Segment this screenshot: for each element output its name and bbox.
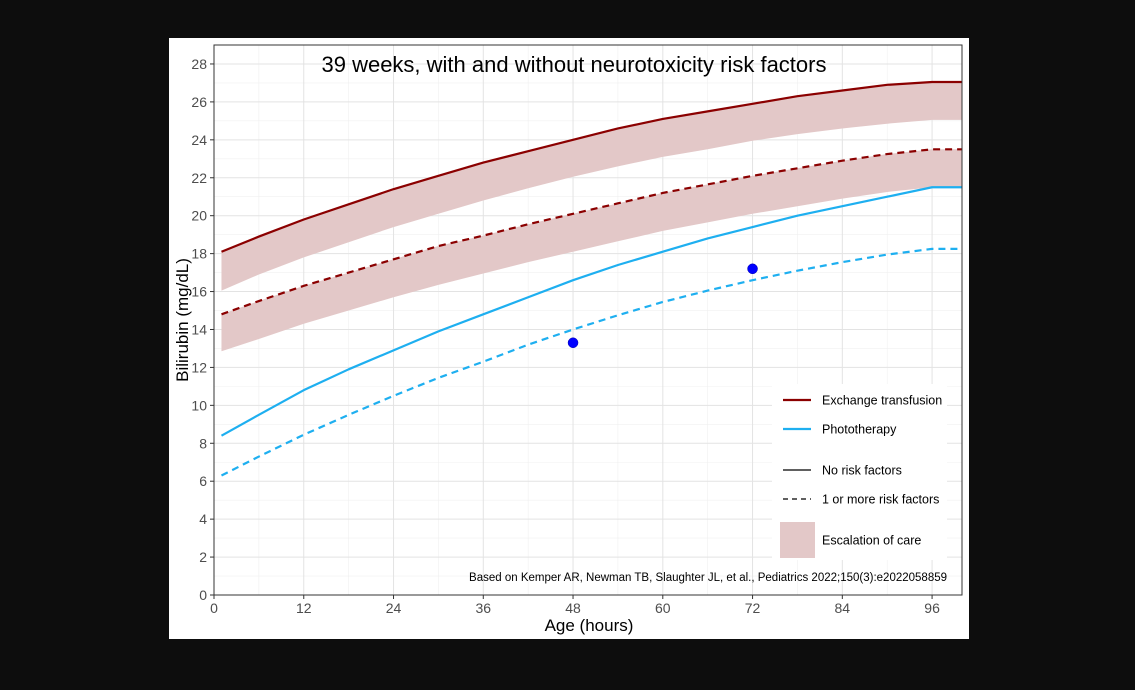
phototherapy-none-line: [220, 186, 962, 437]
y-tick-label: 0: [199, 587, 207, 603]
chart-panel: 0 2 4 6 8 10 12 14 16 18 20 22 24 26 28 0 12 24 36 48 60 72 84…: [169, 38, 969, 639]
y-tick-label: 14: [191, 321, 207, 337]
legend-label: Escalation of care: [822, 534, 921, 548]
x-tick-label: 48: [565, 600, 581, 616]
patient-point: [567, 337, 579, 349]
x-axis-title: Age (hours): [545, 616, 634, 635]
y-tick-label: 4: [199, 511, 207, 527]
legend-label: Phototherapy: [822, 423, 897, 437]
y-tick-label: 8: [199, 435, 207, 451]
x-tick-label: 0: [210, 600, 218, 616]
x-tick-label: 96: [924, 600, 940, 616]
legend: Exchange transfusion Phototherapy No risk …: [772, 384, 947, 560]
legend-label: 1 or more risk factors: [822, 493, 939, 507]
exchange-transfusion-one-or-more-line: [221, 148, 962, 316]
legend-label: No risk factors: [822, 464, 902, 478]
x-tick-label: 84: [835, 600, 851, 616]
phototherapy-one-or-more-line: [220, 247, 962, 477]
x-tick-label: 12: [296, 600, 312, 616]
x-tick-label: 60: [655, 600, 671, 616]
source-caption: Based on Kemper AR, Newman TB, Slaughter…: [469, 572, 947, 584]
y-axis-title: Bilirubin (mg/dL): [173, 258, 192, 382]
y-tick-label: 22: [191, 170, 207, 186]
y-tick-label: 28: [191, 56, 207, 72]
y-tick-label: 6: [199, 473, 207, 489]
y-tick-label: 2: [199, 549, 207, 565]
y-tick-label: 12: [191, 359, 207, 375]
patient-point: [747, 263, 758, 275]
y-tick-label: 24: [191, 132, 207, 148]
x-tick-label: 36: [475, 600, 491, 616]
y-tick-label: 18: [191, 246, 207, 262]
x-tick-label: 24: [386, 600, 402, 616]
escalation-band: [221, 149, 963, 352]
escalation-band: [221, 81, 963, 291]
patient-points: [567, 263, 758, 349]
escalation-bands: [221, 81, 963, 352]
exchange-transfusion-none-line: [221, 80, 962, 253]
x-tick-label: 72: [745, 600, 761, 616]
legend-label: Exchange transfusion: [822, 394, 942, 408]
y-tick-label: 26: [191, 94, 207, 110]
plot-border: [213, 44, 963, 596]
legend-key-escalation: [780, 522, 815, 558]
chart-title: 39 weeks, with and without neurotoxicity…: [321, 52, 826, 77]
threshold-lines: [220, 80, 962, 477]
y-tick-label: 10: [191, 397, 207, 413]
y-tick-label: 20: [191, 208, 207, 224]
y-tick-label: 16: [191, 284, 207, 300]
